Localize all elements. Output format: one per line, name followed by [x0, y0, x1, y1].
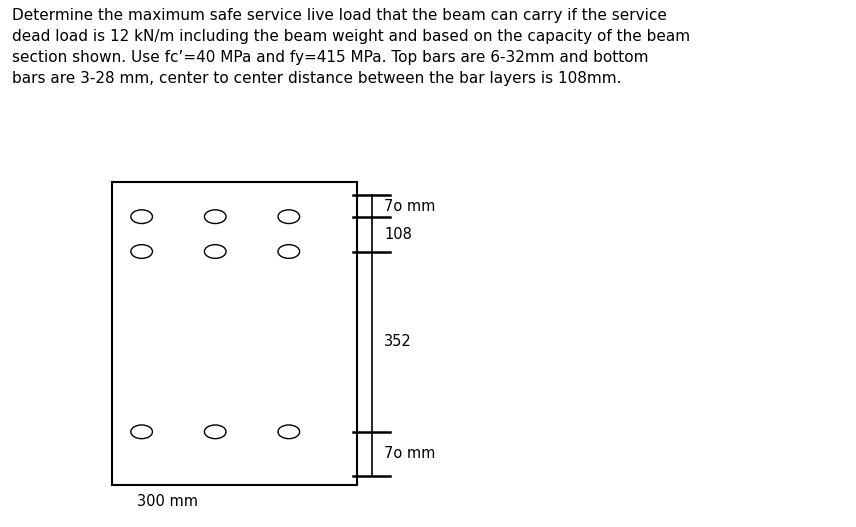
Circle shape [205, 210, 226, 223]
Text: 108: 108 [384, 227, 412, 241]
Circle shape [278, 245, 300, 258]
Circle shape [278, 425, 300, 438]
Text: Determine the maximum safe service live load that the beam can carry if the serv: Determine the maximum safe service live … [13, 8, 691, 86]
Text: 7o mm: 7o mm [384, 446, 436, 461]
Bar [112, 182, 358, 485]
Circle shape [131, 210, 152, 223]
Circle shape [131, 425, 152, 438]
Circle shape [278, 210, 300, 223]
Text: 7o mm: 7o mm [384, 199, 436, 213]
Circle shape [205, 425, 226, 438]
Text: 352: 352 [384, 334, 412, 349]
Text: 300 mm: 300 mm [137, 494, 198, 509]
Circle shape [205, 245, 226, 258]
Circle shape [131, 245, 152, 258]
